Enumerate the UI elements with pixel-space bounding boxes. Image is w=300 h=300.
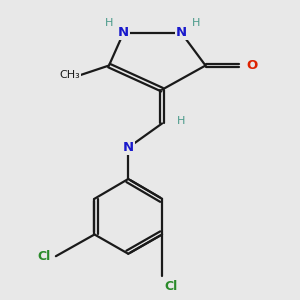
Text: N: N [176, 26, 187, 39]
Text: H: H [192, 18, 200, 28]
Text: CH₃: CH₃ [59, 70, 80, 80]
Text: H: H [105, 18, 113, 28]
Text: N: N [123, 141, 134, 154]
Text: Cl: Cl [164, 280, 178, 293]
Text: Cl: Cl [38, 250, 51, 263]
Text: H: H [176, 116, 185, 126]
Text: N: N [118, 26, 129, 39]
Text: O: O [247, 59, 258, 72]
